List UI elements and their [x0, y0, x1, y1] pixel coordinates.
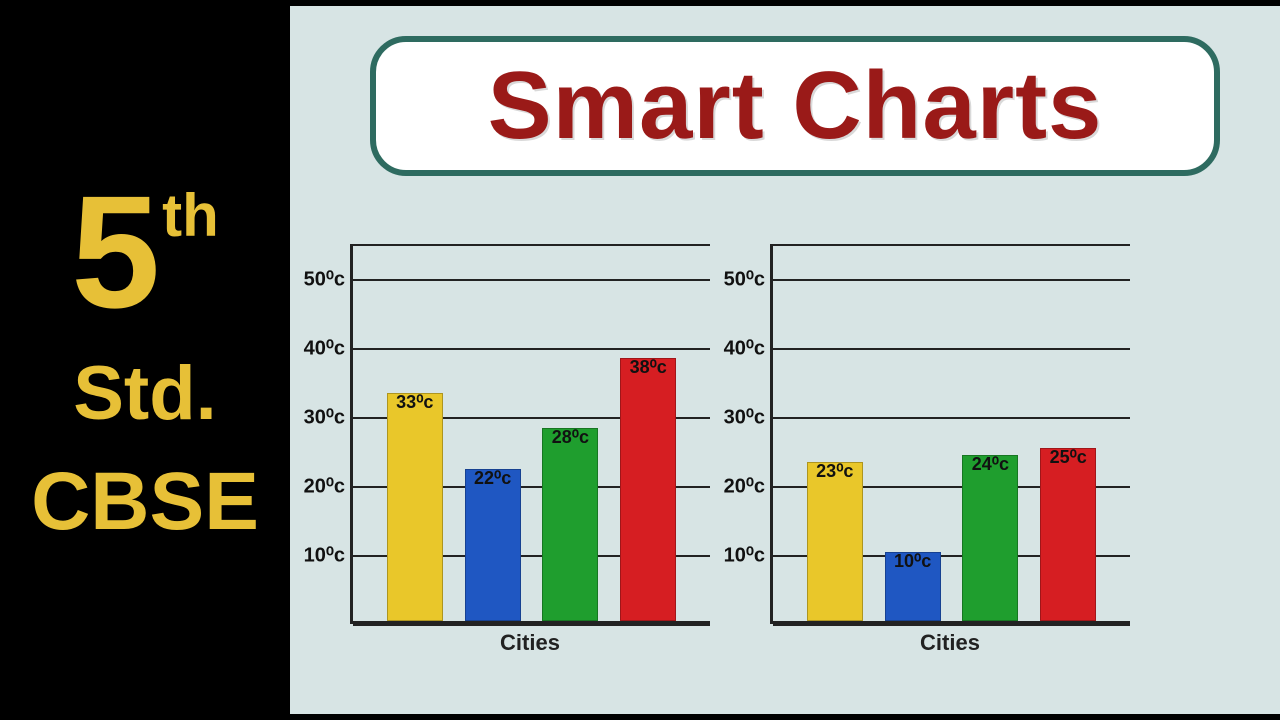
bar-wrap: 24⁰c	[962, 455, 1018, 621]
sidebar: 5 th Std. CBSE	[0, 0, 290, 720]
bar: 38⁰c	[620, 358, 676, 621]
y-tick-label: 20⁰c	[724, 473, 765, 498]
bar-wrap: 38⁰c	[620, 358, 676, 621]
bar-value-label: 28⁰c	[552, 427, 589, 448]
chart-left: 33⁰c22⁰c28⁰c38⁰c 10⁰c20⁰c30⁰c40⁰c50⁰c Ci…	[350, 244, 710, 684]
grade-number: 5	[71, 172, 160, 332]
bar-wrap: 25⁰c	[1040, 448, 1096, 621]
gridline	[773, 624, 1130, 626]
grade-line: 5 th	[71, 172, 219, 332]
grade-ordinal: th	[162, 186, 219, 246]
bar-value-label: 22⁰c	[474, 468, 511, 489]
bar-value-label: 23⁰c	[816, 461, 853, 482]
y-tick-label: 20⁰c	[304, 473, 345, 498]
charts-row: 33⁰c 22⁰c 28⁰c 38⁰c 10⁰c 20⁰c 30⁰c 40⁰c 50⁰c Ci…	[310, 244, 1280, 684]
page-title: Smart Charts	[488, 51, 1103, 161]
chart-left-bars: 33⁰c 22⁰c 28⁰c 38⁰c	[353, 244, 710, 621]
bar: 23⁰c	[807, 462, 863, 621]
bar-value-label: 10⁰c	[894, 551, 931, 572]
bar-value-label: 33⁰c	[396, 392, 433, 413]
y-tick-label: 10⁰c	[724, 542, 765, 567]
y-tick-label: 40⁰c	[724, 335, 765, 360]
bar-value-label: 25⁰c	[1050, 447, 1087, 468]
bar: 24⁰c	[962, 455, 1018, 621]
y-tick-label: 40⁰c	[304, 335, 345, 360]
chart-right-plot: 23⁰c10⁰c24⁰c25⁰c 10⁰c20⁰c30⁰c40⁰c50⁰c	[770, 244, 1130, 624]
chart-right-bars: 23⁰c 10⁰c 24⁰c 25⁰c	[773, 244, 1130, 621]
gridline	[353, 624, 710, 626]
bar: 33⁰c	[387, 393, 443, 621]
bar: 10⁰c	[885, 552, 941, 621]
bar-value-label: 24⁰c	[972, 454, 1009, 475]
bar-wrap: 28⁰c	[542, 428, 598, 621]
chart-left-plot: 33⁰c22⁰c28⁰c38⁰c 10⁰c20⁰c30⁰c40⁰c50⁰c	[350, 244, 710, 624]
y-tick-label: 50⁰c	[724, 266, 765, 291]
bar: 25⁰c	[1040, 448, 1096, 621]
y-tick-label: 30⁰c	[304, 404, 345, 429]
bar: 28⁰c	[542, 428, 598, 621]
bar-wrap: 33⁰c	[387, 393, 443, 621]
y-tick-label: 10⁰c	[304, 542, 345, 567]
bar-value-label: 38⁰c	[630, 357, 667, 378]
y-tick-label: 30⁰c	[724, 404, 765, 429]
bar-wrap: 10⁰c	[885, 552, 941, 621]
y-tick-label: 50⁰c	[304, 266, 345, 291]
bar: 22⁰c	[465, 469, 521, 621]
title-card: Smart Charts	[370, 36, 1220, 176]
bar-wrap: 22⁰c	[465, 469, 521, 621]
chart-right-xlabel: Cities	[770, 630, 1130, 656]
std-label: Std.	[73, 350, 217, 437]
bar-wrap: 23⁰c	[807, 462, 863, 621]
chart-right: 23⁰c10⁰c24⁰c25⁰c 10⁰c20⁰c30⁰c40⁰c50⁰c Ci…	[770, 244, 1130, 684]
chart-left-xlabel: Cities	[350, 630, 710, 656]
main-panel: Smart Charts 33⁰c 22⁰c 28⁰c 38⁰c 10⁰c 20⁰c 30…	[290, 0, 1280, 720]
board-label: CBSE	[31, 455, 259, 549]
